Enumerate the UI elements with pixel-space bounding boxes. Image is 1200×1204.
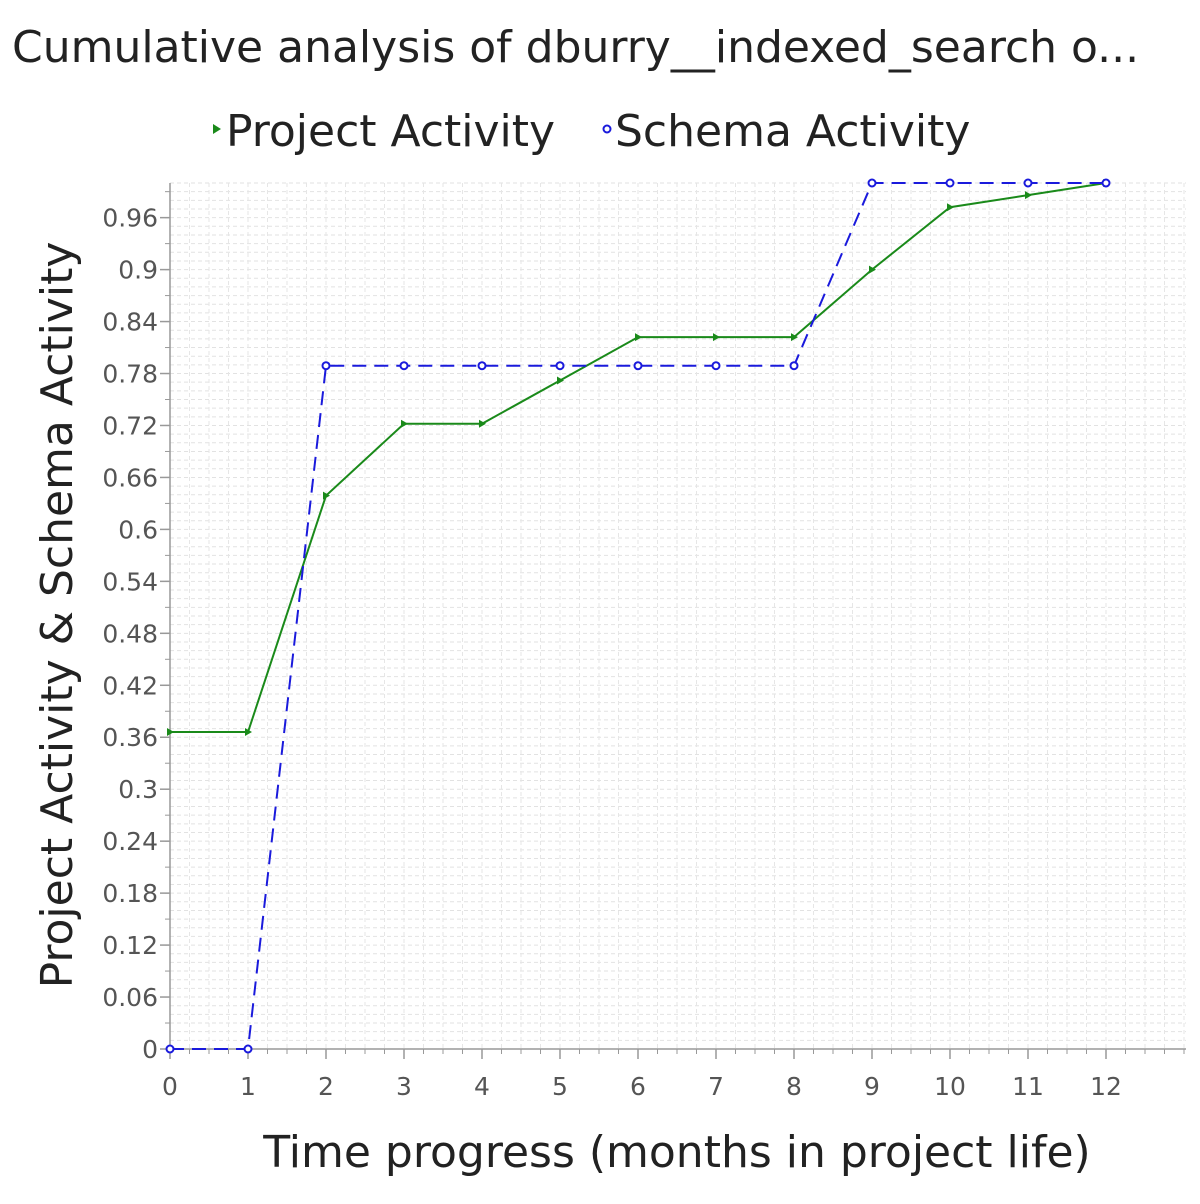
data-point-schema-activity [399, 361, 409, 371]
y-tick-label: 0 [142, 1035, 158, 1064]
y-axis-ticks: 0 0.06 0.12 0.18 0.24 0.3 0.36 0.42 0.48 0.54 0.6 0… [102, 191, 170, 1064]
data-point-schema-activity [321, 361, 331, 371]
legend-marker-schema-activity [602, 124, 612, 134]
y-tick-label: 0.48 [102, 619, 158, 648]
data-point-schema-activity [945, 178, 955, 188]
data-point-project-activity [635, 333, 642, 342]
y-tick-label: 0.96 [102, 204, 158, 233]
grid [169, 182, 1186, 1050]
data-point-project-activity [167, 728, 174, 737]
data-point-schema-activity [477, 361, 487, 371]
data-point-project-activity [869, 265, 876, 274]
x-tick-label: 10 [934, 1072, 966, 1101]
x-tick-label: 0 [162, 1072, 178, 1101]
data-point-schema-activity [867, 178, 877, 188]
y-tick-label: 0.36 [102, 723, 158, 752]
data-point-schema-activity [633, 361, 643, 371]
x-tick-label: 1 [240, 1072, 256, 1101]
data-point-schema-activity [243, 1044, 253, 1054]
x-tick-label: 3 [396, 1072, 412, 1101]
legend: Project Activity Schema Activity [213, 106, 970, 157]
y-tick-label: 0.42 [102, 671, 158, 700]
legend-marker-project-activity [213, 124, 221, 134]
y-tick-label: 0.72 [102, 411, 158, 440]
data-point-project-activity [791, 333, 798, 342]
data-point-schema-activity [555, 361, 565, 371]
data-point-schema-activity [1101, 178, 1111, 188]
series-layer [165, 178, 1111, 1054]
data-point-schema-activity [789, 361, 799, 371]
x-tick-label: 2 [318, 1072, 334, 1101]
legend-label-project-activity: Project Activity [226, 106, 555, 157]
x-tick-label: 4 [474, 1072, 490, 1101]
y-tick-label: 0.9 [118, 256, 158, 285]
legend-label-schema-activity: Schema Activity [615, 106, 970, 157]
y-tick-label: 0.24 [102, 827, 158, 856]
axes [169, 183, 1186, 1050]
data-point-project-activity [557, 376, 564, 385]
y-tick-label: 0.78 [102, 360, 158, 389]
x-axis-ticks: 0 1 2 3 4 5 6 7 8 9 10 11 12 [162, 1049, 1185, 1101]
data-point-schema-activity [165, 1044, 175, 1054]
y-tick-label: 0.06 [102, 983, 158, 1012]
x-tick-label: 8 [786, 1072, 802, 1101]
data-point-project-activity [401, 419, 408, 428]
x-tick-label: 6 [630, 1072, 646, 1101]
y-tick-label: 0.3 [118, 775, 158, 804]
data-point-project-activity [245, 728, 252, 737]
chart-title: Cumulative analysis of dburry__indexed_s… [12, 22, 1139, 73]
x-tick-label: 11 [1012, 1072, 1044, 1101]
y-tick-label: 0.6 [118, 515, 158, 544]
data-point-project-activity [947, 203, 954, 212]
y-axis-label: Project Activity & Schema Activity [32, 242, 83, 989]
y-tick-label: 0.84 [102, 308, 158, 337]
x-tick-label: 12 [1090, 1072, 1122, 1101]
x-tick-label: 7 [708, 1072, 724, 1101]
data-point-project-activity [713, 333, 720, 342]
data-point-project-activity [1025, 191, 1032, 200]
y-tick-label: 0.12 [102, 931, 158, 960]
y-tick-label: 0.54 [102, 567, 158, 596]
y-tick-label: 0.66 [102, 463, 158, 492]
data-point-schema-activity [1023, 178, 1033, 188]
y-tick-label: 0.18 [102, 879, 158, 908]
x-axis-label: Time progress (months in project life) [262, 1127, 1090, 1178]
data-point-project-activity [479, 419, 486, 428]
data-point-schema-activity [711, 361, 721, 371]
x-tick-label: 9 [864, 1072, 880, 1101]
x-tick-label: 5 [552, 1072, 568, 1101]
data-point-project-activity [323, 491, 330, 500]
